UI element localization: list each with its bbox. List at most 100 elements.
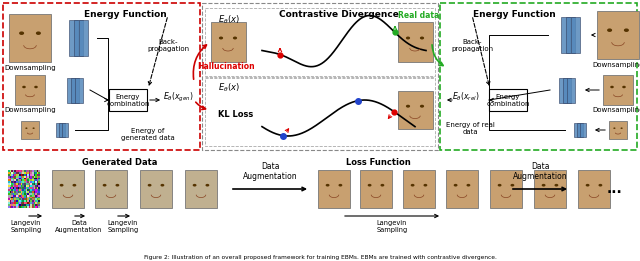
Text: Back-
propagation: Back- propagation [451, 39, 493, 51]
Bar [318, 170, 350, 208]
Bar [574, 123, 580, 137]
Ellipse shape [467, 184, 470, 187]
Ellipse shape [511, 184, 515, 187]
Text: Data
Augmentation: Data Augmentation [243, 162, 298, 181]
Bar [597, 11, 639, 59]
Text: Data
Augmentation: Data Augmentation [55, 220, 102, 233]
Ellipse shape [622, 86, 626, 88]
Bar [205, 78, 435, 146]
Text: Downsampling: Downsampling [592, 107, 640, 113]
Bar [577, 123, 583, 137]
Ellipse shape [454, 184, 458, 187]
Bar [563, 78, 571, 103]
Bar [205, 8, 435, 76]
Ellipse shape [326, 184, 330, 187]
Text: Real data: Real data [398, 11, 439, 20]
Bar [561, 17, 570, 53]
Text: Generated Data: Generated Data [83, 158, 157, 167]
Text: Contrastive Divergence: Contrastive Divergence [279, 10, 399, 19]
Ellipse shape [339, 184, 342, 187]
Text: Loss Function: Loss Function [346, 158, 410, 167]
FancyBboxPatch shape [109, 89, 147, 111]
Bar [62, 123, 68, 137]
Bar [580, 123, 586, 137]
Bar [202, 3, 438, 150]
Ellipse shape [19, 31, 24, 35]
Ellipse shape [161, 184, 164, 187]
Text: Hallucination: Hallucination [197, 62, 255, 71]
Bar [570, 17, 579, 53]
Bar [67, 78, 75, 103]
Ellipse shape [624, 28, 629, 32]
Text: Energy Function: Energy Function [474, 10, 556, 19]
Ellipse shape [115, 184, 119, 187]
Text: Langevin
Sampling: Langevin Sampling [10, 220, 42, 233]
Text: Data
Augmentation: Data Augmentation [513, 162, 567, 181]
Bar [21, 121, 39, 139]
Ellipse shape [586, 184, 589, 187]
Ellipse shape [607, 28, 612, 32]
Text: Downsampling: Downsampling [592, 62, 640, 68]
Text: Figure 2: Illustration of an overall proposed framework for training EBMs. EBMs : Figure 2: Illustration of an overall pro… [143, 255, 497, 260]
Ellipse shape [36, 31, 41, 35]
Text: Energy
combination: Energy combination [486, 93, 530, 106]
Bar [534, 170, 566, 208]
Ellipse shape [102, 184, 106, 187]
Bar [211, 22, 246, 62]
Ellipse shape [193, 184, 196, 187]
Ellipse shape [411, 184, 415, 187]
Bar [559, 78, 567, 103]
Bar [609, 121, 627, 139]
Ellipse shape [205, 184, 209, 187]
Bar [360, 170, 392, 208]
Ellipse shape [34, 86, 38, 88]
Bar [185, 170, 217, 208]
Text: Energy of real
data: Energy of real data [445, 122, 495, 135]
Bar [95, 170, 127, 208]
Text: $E_{\theta}(x)$: $E_{\theta}(x)$ [218, 14, 240, 27]
Text: Langevin
Sampling: Langevin Sampling [376, 220, 408, 233]
Bar [140, 170, 172, 208]
Ellipse shape [610, 86, 614, 88]
Ellipse shape [367, 184, 372, 187]
Bar [603, 75, 633, 105]
Ellipse shape [621, 127, 623, 129]
Ellipse shape [554, 184, 558, 187]
Ellipse shape [72, 184, 76, 187]
Bar [397, 91, 433, 129]
Bar [79, 20, 88, 56]
Bar [9, 14, 51, 62]
Ellipse shape [60, 184, 63, 187]
Text: Energy Function: Energy Function [84, 10, 166, 19]
Ellipse shape [380, 184, 384, 187]
Text: Langevin
Sampling: Langevin Sampling [108, 220, 139, 233]
Bar [59, 123, 65, 137]
Text: KL Loss: KL Loss [218, 110, 253, 119]
Bar [3, 3, 200, 150]
Ellipse shape [33, 127, 35, 129]
Bar [446, 170, 478, 208]
Text: $E_{\theta}(x_{gen})$: $E_{\theta}(x_{gen})$ [163, 91, 193, 104]
Ellipse shape [420, 105, 424, 108]
Text: Back-
propagation: Back- propagation [147, 39, 189, 51]
Ellipse shape [541, 184, 545, 187]
Text: Energy
combination: Energy combination [106, 93, 150, 106]
Ellipse shape [598, 184, 602, 187]
Ellipse shape [406, 105, 410, 108]
Bar [440, 3, 637, 150]
Bar [15, 75, 45, 105]
Bar [567, 78, 575, 103]
Bar [71, 78, 79, 103]
Text: ...: ... [607, 182, 623, 196]
Bar [52, 170, 84, 208]
Ellipse shape [406, 37, 410, 39]
Ellipse shape [219, 37, 223, 39]
Ellipse shape [498, 184, 502, 187]
Bar [75, 78, 83, 103]
Bar [74, 20, 83, 56]
Ellipse shape [22, 86, 26, 88]
Ellipse shape [613, 127, 616, 129]
Ellipse shape [26, 127, 28, 129]
Text: $E_{\theta}(x)$: $E_{\theta}(x)$ [218, 82, 240, 94]
Bar [578, 170, 610, 208]
